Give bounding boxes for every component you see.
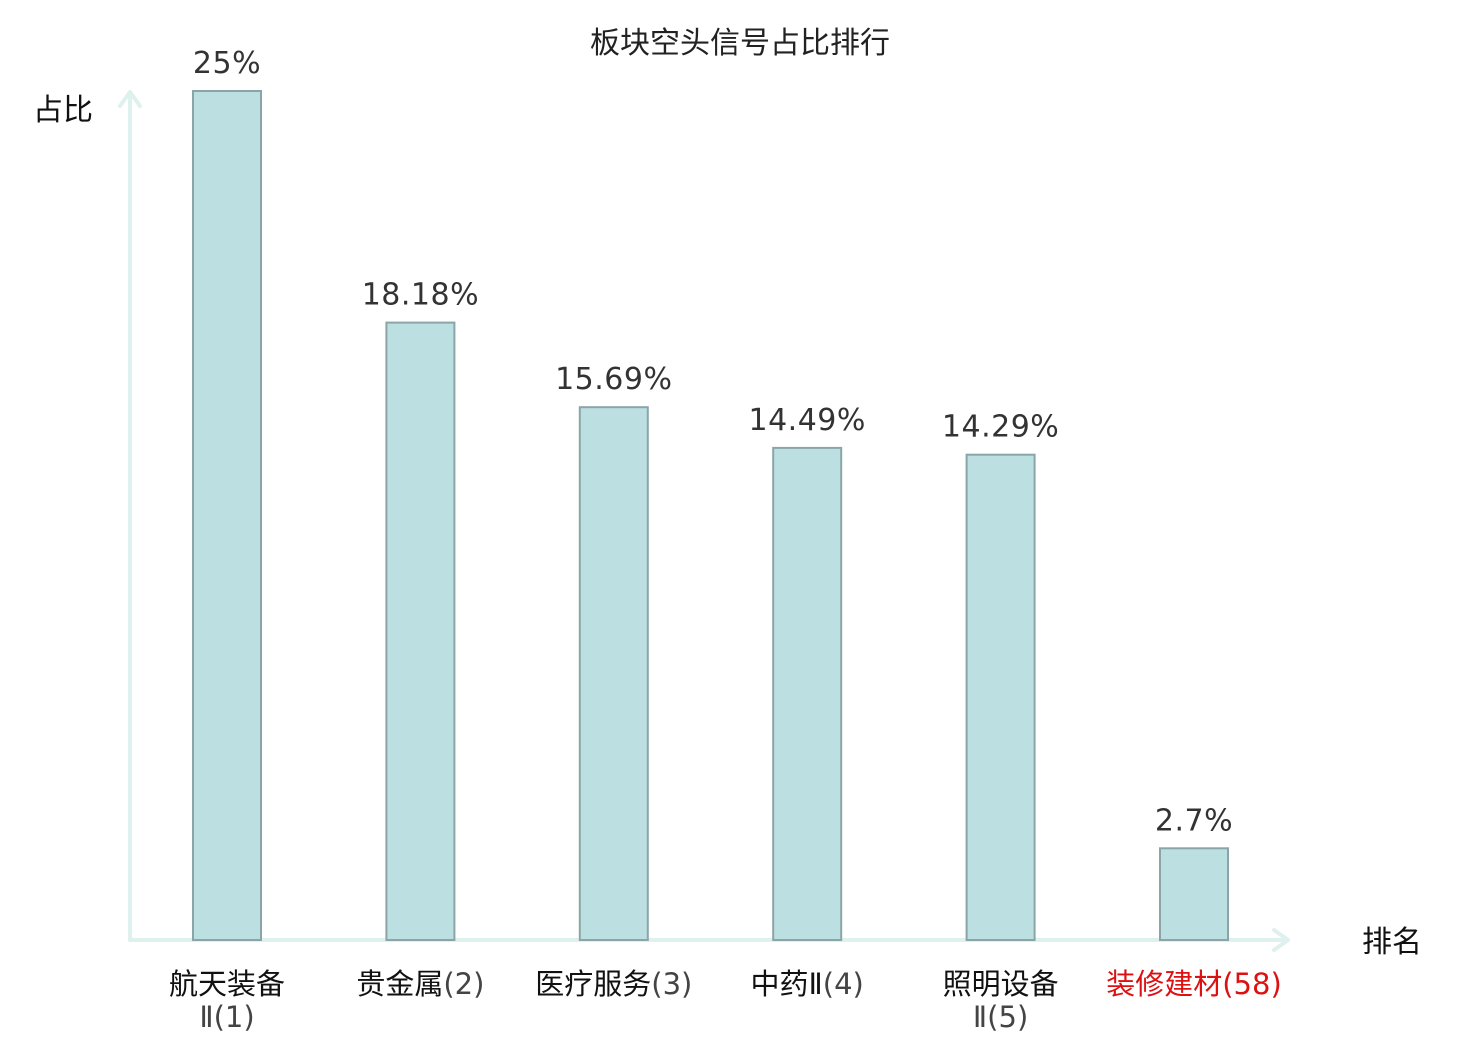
bar-2 <box>385 321 456 942</box>
value-label-2: 18.18% <box>362 278 479 313</box>
bars-group <box>192 90 1229 942</box>
value-label-3: 15.69% <box>555 362 672 397</box>
bar-5 <box>965 453 1036 941</box>
category-labels-group: 航天装备 Ⅱ(1) 贵金属(2) 医疗服务(3) 中药Ⅱ(4) 照明设备 Ⅱ(5) 装修建材(… <box>169 967 1282 1034</box>
category-label-1: 航天装备 Ⅱ(1) <box>169 967 285 1034</box>
bar-3 <box>578 406 649 941</box>
value-labels-group: 25% 18.18% 15.69% 14.49% 14.29% 2.7% <box>193 46 1233 838</box>
x-axis-label: 排名 <box>1362 925 1422 960</box>
category-label-4: 中药Ⅱ(4) <box>751 967 864 1001</box>
bar-4 <box>772 446 843 941</box>
x-axis <box>128 928 1290 952</box>
value-label-4: 14.49% <box>749 403 866 438</box>
y-axis <box>118 90 142 942</box>
bar-6 <box>1159 847 1229 941</box>
chart-title: 板块空头信号占比排行 <box>590 26 890 61</box>
y-axis-label: 占比 <box>33 93 93 128</box>
category-label-5: 照明设备 Ⅱ(5) <box>943 967 1059 1034</box>
value-label-5: 14.29% <box>942 410 1059 445</box>
bar-1 <box>192 90 262 941</box>
value-label-6: 2.7% <box>1155 803 1233 838</box>
value-label-1: 25% <box>193 46 261 81</box>
category-label-3: 医疗服务(3) <box>535 967 692 1001</box>
category-label-2: 贵金属(2) <box>356 967 484 1001</box>
category-label-6: 装修建材(58) <box>1106 967 1282 1001</box>
